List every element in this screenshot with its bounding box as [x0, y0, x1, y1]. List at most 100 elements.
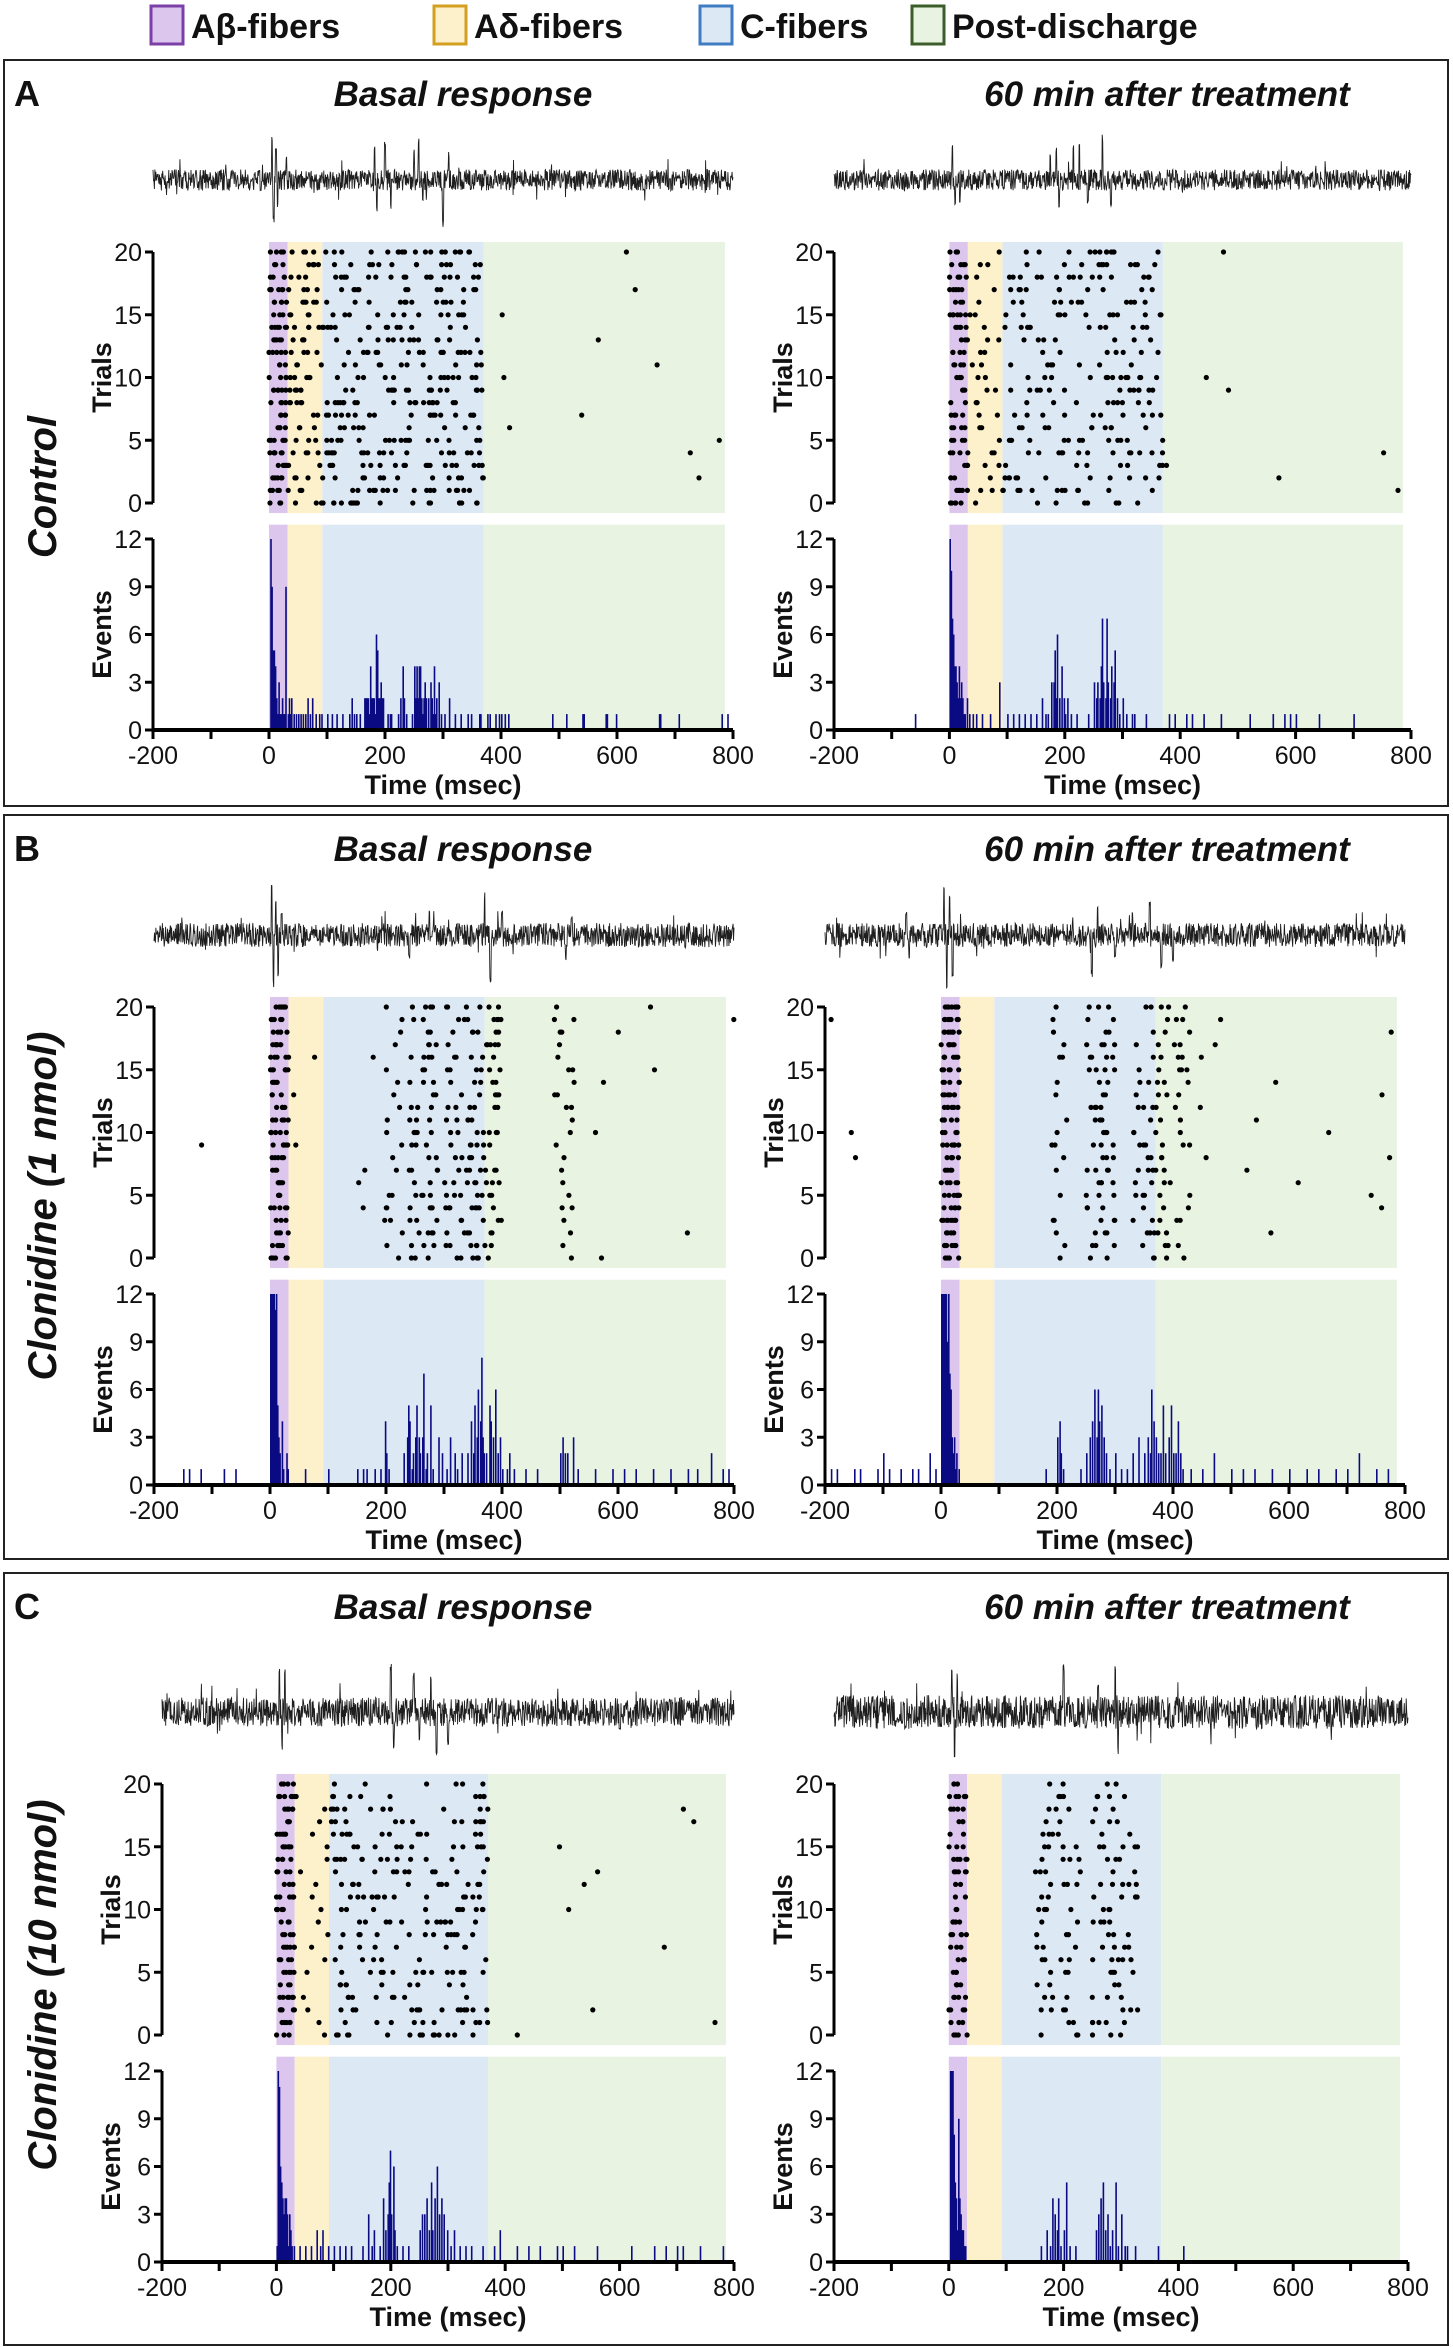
histogram-bar [1174, 714, 1176, 730]
raster-region [1155, 996, 1397, 1269]
raster-dot [276, 1957, 282, 1963]
raster-dot [356, 437, 362, 443]
raster-dot [946, 1067, 952, 1073]
raster-dot [348, 262, 354, 268]
histogram-bar [460, 714, 462, 730]
raster-dot [991, 287, 997, 293]
raster-dot [271, 387, 277, 393]
raster-dot [1010, 299, 1016, 305]
raster-dot [1088, 1104, 1094, 1110]
raster-dot [956, 2019, 962, 2026]
raster-dot [283, 374, 289, 381]
raster-dot [551, 1016, 558, 1023]
raster-dot [480, 1819, 486, 1825]
x-tick-label: 800 [1387, 2274, 1429, 2302]
histogram-bar [316, 2230, 318, 2262]
histogram-bar [474, 1405, 476, 1485]
raster-dot [274, 1230, 280, 1236]
raster-dot [474, 1205, 480, 1211]
raster-dot [288, 312, 294, 318]
raster-dot [305, 312, 311, 318]
raster-dot [1057, 1819, 1063, 1825]
histogram-bar [594, 1469, 597, 1485]
raster-dot [352, 400, 358, 406]
raster-dot [1130, 1969, 1136, 1975]
raster-dot [1162, 1029, 1168, 1035]
raster-dot [386, 1831, 392, 1837]
raster-dot [434, 400, 440, 406]
raster-dot [388, 274, 394, 280]
raster-y-tick-label: 20 [795, 239, 823, 267]
raster-dot [1098, 1104, 1104, 1110]
histogram-bar [278, 2086, 281, 2262]
histogram-bar [270, 539, 272, 730]
histogram-bar [285, 2198, 288, 2262]
panel-letter: B [14, 828, 40, 869]
raster-dot [474, 337, 480, 343]
histogram-bar [956, 1453, 958, 1485]
raster-dot [430, 1079, 437, 1085]
histogram-bar [490, 1421, 492, 1485]
histogram-bar [859, 1469, 862, 1485]
histogram-bar [425, 698, 428, 730]
raster-dot [383, 1067, 389, 1073]
raster-dot [973, 400, 979, 406]
raster-dot [294, 400, 300, 406]
histogram-bar [272, 1294, 274, 1485]
raster-dot [366, 324, 372, 330]
raster-dot [461, 487, 467, 493]
histogram-bar [366, 1469, 368, 1485]
raster-dot [1017, 274, 1023, 280]
raster-dot [1143, 1004, 1149, 1010]
histogram-bar [1191, 714, 1194, 730]
histogram-bar [188, 1469, 191, 1485]
raster-dot [957, 1919, 963, 1925]
raster-dot [1163, 1230, 1170, 1236]
histogram-bar [456, 1469, 459, 1485]
raster-dot [947, 249, 953, 255]
histogram-bar [384, 1421, 387, 1485]
histogram-bar [949, 539, 951, 730]
histogram-bar [422, 714, 424, 730]
raster-y-label: Trials [96, 1874, 126, 1945]
raster-dot [472, 262, 478, 268]
raster-dot [442, 1919, 448, 1925]
histogram-bars [270, 539, 729, 731]
histogram-bar [438, 2214, 441, 2263]
raster-dot [271, 450, 277, 456]
raster-dot [446, 450, 452, 456]
histogram-bar [291, 698, 293, 730]
histogram-bar [1086, 1453, 1088, 1485]
raster-region [994, 996, 1156, 1269]
histogram-bar [485, 1453, 488, 1485]
raster-dot [1067, 1856, 1073, 1862]
raster-dot [445, 312, 451, 318]
raster-dot [1100, 1906, 1106, 1913]
raster-dot [284, 1255, 290, 1261]
raster-dot [1085, 450, 1091, 456]
raster-dot [954, 324, 960, 330]
raster-dot [332, 400, 338, 406]
histogram-bar [958, 1469, 960, 1485]
raster-dot [1098, 412, 1104, 418]
raster-dot [301, 337, 307, 343]
histogram-bar [506, 1469, 509, 1485]
raster-dot [460, 299, 466, 305]
raster-dot [360, 349, 367, 355]
raster-dot [1172, 1104, 1178, 1110]
histogram-bar [577, 1469, 579, 1485]
hist-y-tick-label: 3 [129, 1424, 143, 1452]
raster-dot [288, 1856, 294, 1862]
raster-dot [399, 1819, 405, 1825]
raster-dot [1098, 1180, 1104, 1186]
histogram-bar [382, 2198, 385, 2262]
histogram-bar [449, 1437, 452, 1486]
histogram-bar [962, 2230, 965, 2262]
raster-dot [271, 1079, 277, 1085]
raster-dot [595, 337, 601, 343]
raster-dot [1099, 1117, 1105, 1123]
raster-dot [374, 1894, 380, 1900]
raster-dot [953, 1881, 959, 1887]
raster-dot [1131, 299, 1138, 305]
